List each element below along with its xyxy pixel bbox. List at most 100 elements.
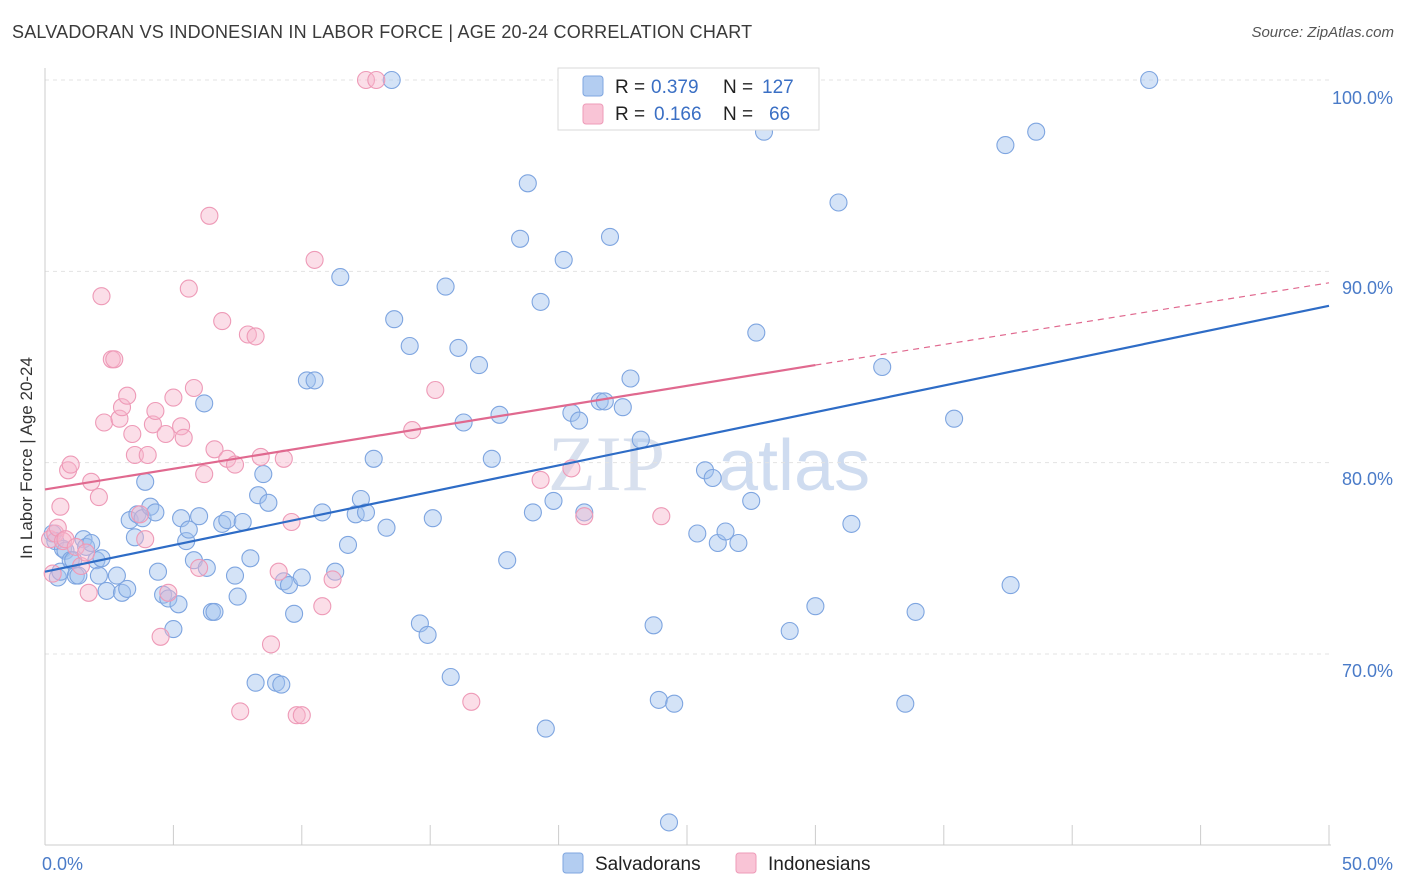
indonesian-point-58 (367, 70, 386, 90)
salvadoran-point-82 (511, 229, 530, 248)
indonesian-point-21 (118, 386, 137, 405)
salvadoran-point-107 (729, 533, 748, 553)
salvadoran-point-78 (469, 356, 489, 375)
salvadoran-point-40 (205, 602, 224, 621)
salvadoran-point-90 (570, 411, 589, 430)
legend-r-value-2: 0.166 (654, 104, 702, 125)
indonesian-point-44 (231, 702, 250, 721)
indonesian-point-34 (174, 428, 193, 447)
salvadoran-point-50 (259, 493, 278, 512)
salvadoran-point-100 (659, 813, 679, 832)
indonesian-point-8 (61, 455, 80, 474)
trend-line-salvadorans (44, 304, 1330, 573)
salvadoran-point-52 (272, 675, 291, 694)
salvadoran-point-91 (575, 503, 594, 522)
salvadoran-point-61 (331, 268, 350, 287)
salvadoran-point-117 (906, 602, 925, 621)
indonesian-point-37 (190, 558, 209, 577)
salvadoran-point-66 (364, 449, 383, 468)
salvadoran-point-75 (441, 667, 460, 687)
series-legend-swatch-indonesians (735, 852, 757, 874)
salvadoran-point-99 (649, 690, 668, 709)
salvadoran-point-94 (600, 227, 620, 246)
indonesian-point-49 (269, 562, 288, 581)
stats-legend: R = 0.379 N = 127 R = 0.166 N = 66 (557, 67, 820, 131)
indonesian-point-14 (89, 488, 108, 507)
indonesian-point-24 (130, 505, 150, 524)
salvadoran-point-38 (197, 558, 216, 577)
salvadoran-point-104 (703, 468, 722, 488)
y-tick-label-100: 100.0% (1332, 88, 1393, 108)
data-points (41, 70, 1159, 832)
salvadoran-point-120 (1001, 576, 1020, 595)
indonesian-point-64 (575, 507, 594, 526)
indonesian-point-22 (123, 424, 142, 444)
salvadoran-point-74 (436, 277, 455, 296)
salvadoran-point-102 (688, 524, 707, 543)
salvadoran-point-55 (285, 604, 304, 623)
y-tick-label-80: 80.0% (1342, 469, 1393, 489)
salvadoran-point-31 (169, 595, 188, 614)
salvadoran-point-25 (141, 497, 160, 516)
indonesian-point-47 (251, 447, 270, 466)
salvadoran-point-42 (218, 511, 237, 530)
axes (44, 68, 1331, 846)
legend-swatch-indonesians (582, 103, 604, 125)
salvadoran-point-119 (996, 136, 1015, 155)
indonesian-point-46 (246, 327, 265, 346)
salvadoran-point-44 (228, 587, 247, 606)
indonesian-point-20 (112, 398, 132, 417)
salvadoran-point-112 (806, 597, 825, 616)
watermark: ZIP atlas (548, 420, 870, 507)
legend-r-label-1: R = (615, 77, 645, 98)
salvadoran-point-68 (382, 70, 401, 90)
salvadoran-point-14 (89, 566, 108, 585)
legend-n-label-2: N = (723, 104, 753, 125)
salvadoran-point-64 (351, 489, 370, 509)
salvadoran-point-43 (225, 566, 245, 585)
series-legend-label-indonesians: Indonesians (768, 854, 870, 875)
salvadoran-point-16 (97, 581, 116, 600)
indonesian-point-61 (462, 692, 481, 711)
indonesian-point-55 (313, 597, 332, 616)
indonesian-point-52 (287, 706, 306, 725)
legend-n-label-1: N = (723, 77, 753, 98)
salvadoran-point-81 (498, 551, 517, 570)
salvadoran-point-73 (423, 509, 442, 528)
indonesian-point-12 (79, 583, 98, 602)
legend-swatch-salvadorans (582, 75, 604, 97)
salvadoran-point-24 (136, 472, 155, 491)
salvadoran-point-114 (842, 514, 861, 533)
salvadoran-point-121 (1027, 122, 1046, 141)
chart-title: SALVADORAN VS INDONESIAN IN LABOR FORCE … (12, 22, 753, 42)
indonesian-point-16 (95, 413, 114, 432)
salvadoran-point-36 (190, 507, 209, 526)
indonesian-point-32 (164, 388, 183, 407)
salvadoran-point-95 (613, 398, 632, 417)
indonesian-point-4 (51, 497, 70, 516)
series-legend: Salvadorans Indonesians (562, 852, 870, 875)
salvadoran-point-122 (1140, 70, 1159, 90)
indonesian-point-62 (531, 470, 550, 489)
indonesian-point-56 (323, 570, 342, 589)
legend-n-value-2: 66 (769, 104, 790, 125)
salvadoran-point-62 (338, 535, 358, 554)
legend-r-value-1: 0.379 (651, 77, 699, 98)
salvadoran-point-84 (523, 503, 542, 522)
salvadoran-point-57 (297, 371, 316, 390)
indonesian-point-38 (195, 465, 214, 484)
salvadoran-point-97 (631, 430, 650, 449)
salvadoran-point-103 (695, 461, 715, 480)
x-tick-label-max: 50.0% (1342, 854, 1393, 874)
salvadoran-point-93 (595, 392, 614, 411)
indonesian-point-35 (179, 279, 198, 298)
salvadoran-point-88 (554, 250, 573, 269)
salvadoran-point-118 (945, 409, 964, 428)
y-tick-label-70: 70.0% (1342, 661, 1393, 681)
salvadoran-point-67 (377, 518, 396, 537)
salvadoran-point-47 (246, 673, 265, 692)
salvadoran-point-111 (780, 621, 799, 641)
salvadoran-point-106 (716, 522, 735, 541)
salvadoran-point-45 (233, 512, 252, 532)
salvadoran-point-65 (356, 503, 376, 522)
